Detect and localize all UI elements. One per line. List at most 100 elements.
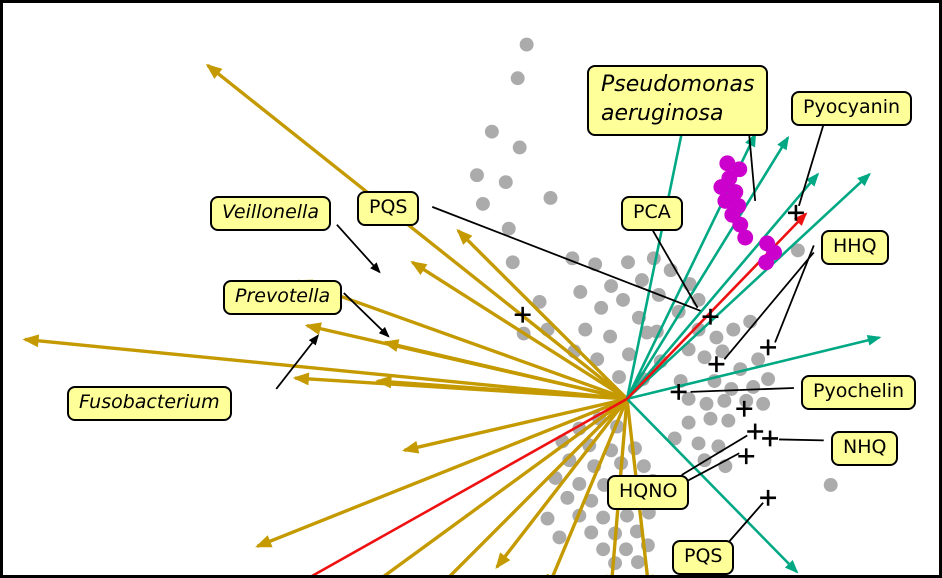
sample-point — [717, 393, 732, 408]
label-connector-line — [774, 245, 815, 343]
sample-point — [532, 294, 547, 309]
bacterial-taxa-vector-arrow — [410, 260, 628, 401]
label-prevotella: Prevotella — [223, 280, 343, 315]
sample-point — [603, 329, 618, 344]
sample-point — [590, 352, 605, 367]
bacterial-taxa-vector-arrow — [435, 397, 629, 575]
label-hqno: HQNO — [607, 475, 690, 510]
sample-point — [691, 322, 706, 337]
label-connector-line — [431, 206, 701, 312]
sample-point — [703, 411, 718, 426]
sample-point — [721, 413, 736, 428]
cluster-point — [717, 193, 734, 209]
sample-point — [636, 459, 651, 474]
label-veillonella: Veillonella — [210, 196, 331, 231]
sample-point — [699, 396, 714, 411]
label-connector-line — [690, 387, 794, 393]
sample-point — [512, 140, 527, 155]
label-connector-line — [747, 123, 757, 202]
label-fusobacterium: Fusobacterium — [67, 386, 232, 421]
label-connector-line — [681, 452, 740, 485]
sample-point — [584, 525, 599, 540]
sample-point — [578, 322, 593, 337]
sample-point — [616, 292, 630, 307]
label-connector-line — [723, 251, 815, 360]
sample-point — [761, 372, 776, 386]
bacterial-taxa-vector-arrow — [382, 397, 628, 575]
sample-point — [681, 415, 696, 430]
sample-point — [751, 352, 766, 367]
bacterial-taxa-vector-arrow — [22, 334, 628, 401]
sample-point — [562, 453, 577, 468]
labels-layer: Pseudomonas aeruginosa Pyocyanin PQS Veillo… — [3, 3, 939, 575]
label-connector-line — [798, 123, 825, 207]
highlighted-vector-arrow — [626, 212, 808, 400]
bacterial-taxa-vector-arrow — [546, 398, 629, 575]
sample-point — [475, 196, 490, 211]
cluster-point — [713, 179, 730, 195]
sample-point — [619, 542, 633, 557]
metabolites-vector-arrow — [625, 88, 694, 400]
label-connector-line — [728, 502, 764, 542]
label-connector-line — [343, 292, 390, 338]
sample-point — [596, 510, 611, 525]
bacterial-taxa-vector-arrow — [375, 375, 628, 401]
cluster-point — [732, 216, 749, 233]
metabolites-vector-arrow — [626, 334, 882, 401]
cluster-point — [758, 254, 775, 271]
cluster-point — [737, 229, 754, 246]
sample-point — [726, 322, 741, 337]
bacterial-taxa-vector-arrow — [402, 397, 628, 454]
sample-point — [681, 391, 696, 406]
sample-point — [604, 279, 619, 293]
sample-point — [790, 243, 805, 258]
label-pseudomonas-aeruginosa: Pseudomonas aeruginosa — [587, 65, 769, 137]
sample-point — [823, 478, 838, 492]
bacterial-taxa-vector-arrow — [205, 63, 629, 401]
sample-point — [620, 508, 634, 523]
label-connector-line — [275, 334, 319, 390]
sample-point — [612, 370, 627, 385]
sample-point — [505, 255, 520, 270]
sample-point — [501, 221, 516, 236]
metabolites-vector-arrow — [626, 172, 820, 400]
sample-point — [756, 396, 771, 411]
sample-point — [573, 285, 588, 299]
sample-point — [519, 37, 534, 52]
sample-point — [498, 175, 513, 190]
sample-point — [697, 350, 712, 365]
highlighted-vector-arrow — [311, 397, 628, 575]
bacterial-taxa-vector-arrow — [382, 339, 628, 401]
sample-point — [621, 255, 635, 270]
sample-point — [543, 191, 558, 205]
sample-point — [584, 493, 599, 508]
label-nhq: NHQ — [831, 431, 899, 466]
sample-point — [739, 393, 754, 408]
label-pyocyanin: Pyocyanin — [791, 91, 913, 126]
bacterial-taxa-vector-arrow — [255, 397, 628, 548]
label-pqs-bottom: PQS — [672, 540, 735, 575]
metabolites-vector-arrow — [625, 135, 790, 400]
sample-point — [540, 511, 555, 526]
sample-point — [560, 490, 575, 505]
sample-point — [484, 124, 499, 139]
label-connector-line — [648, 223, 699, 309]
sample-point — [470, 168, 484, 183]
bacterial-taxa-vector-arrow — [495, 397, 629, 569]
label-pyochelin: Pyochelin — [801, 375, 917, 410]
label-connector-line — [336, 224, 381, 274]
sample-point — [596, 542, 611, 557]
sample-point — [715, 344, 730, 359]
sample-point — [691, 436, 706, 451]
label-hhq: HHQ — [821, 230, 889, 265]
metabolites-vector-arrow — [626, 397, 799, 574]
sample-point — [709, 330, 724, 345]
sample-point — [622, 347, 636, 362]
cluster-point — [719, 155, 736, 172]
sample-point — [630, 555, 645, 570]
label-pca: PCA — [621, 196, 683, 231]
sample-point — [552, 530, 567, 545]
sample-point — [634, 273, 649, 288]
label-pqs-top: PQS — [357, 191, 420, 226]
